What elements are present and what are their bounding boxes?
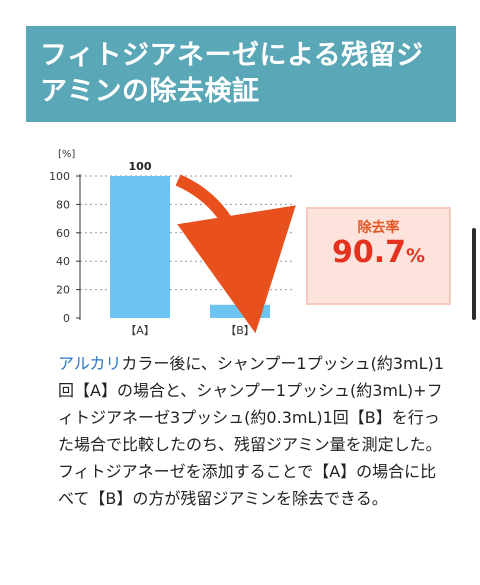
bar-b	[210, 304, 270, 318]
bar-value-label: 100	[129, 160, 152, 173]
x-category-label: 【A】	[125, 324, 155, 337]
y-tick-label: 20	[56, 284, 70, 297]
highlight-term: アルカリ	[58, 354, 122, 373]
y-axis-unit: [%]	[58, 149, 75, 160]
page-title: フィトジアネーゼによる残留ジアミンの除去検証	[40, 40, 424, 107]
removal-rate-label: 除去率	[357, 220, 400, 236]
removal-rate-callout: 除去率 90.7%	[306, 207, 451, 305]
paragraph-text: カラー後に、シャンプー1プッシュ(約3mL)1回【A】の場合と、シャンプー1プッ…	[58, 354, 444, 508]
y-tick-label: 0	[63, 312, 70, 325]
scrollbar[interactable]	[472, 228, 476, 320]
bar-value-label: 9.3	[228, 284, 251, 299]
title-banner: フィトジアネーゼによる残留ジアミンの除去検証	[26, 26, 456, 122]
reduction-arrow	[175, 174, 296, 334]
bar-chart: [%] 0 20 40 60 80 100 100 9.3 【A】 【B】	[49, 149, 296, 337]
bar-a	[110, 176, 170, 318]
description-paragraph: アルカリカラー後に、シャンプー1プッシュ(約3mL)1回【A】の場合と、シャンプ…	[58, 350, 450, 512]
y-tick-label: 80	[56, 198, 70, 211]
removal-rate-value: 90.7%	[331, 235, 426, 270]
x-category-label: 【B】	[225, 324, 255, 337]
y-tick-label: 100	[49, 170, 70, 183]
y-tick-label: 40	[56, 255, 70, 268]
y-tick-label: 60	[56, 227, 70, 240]
